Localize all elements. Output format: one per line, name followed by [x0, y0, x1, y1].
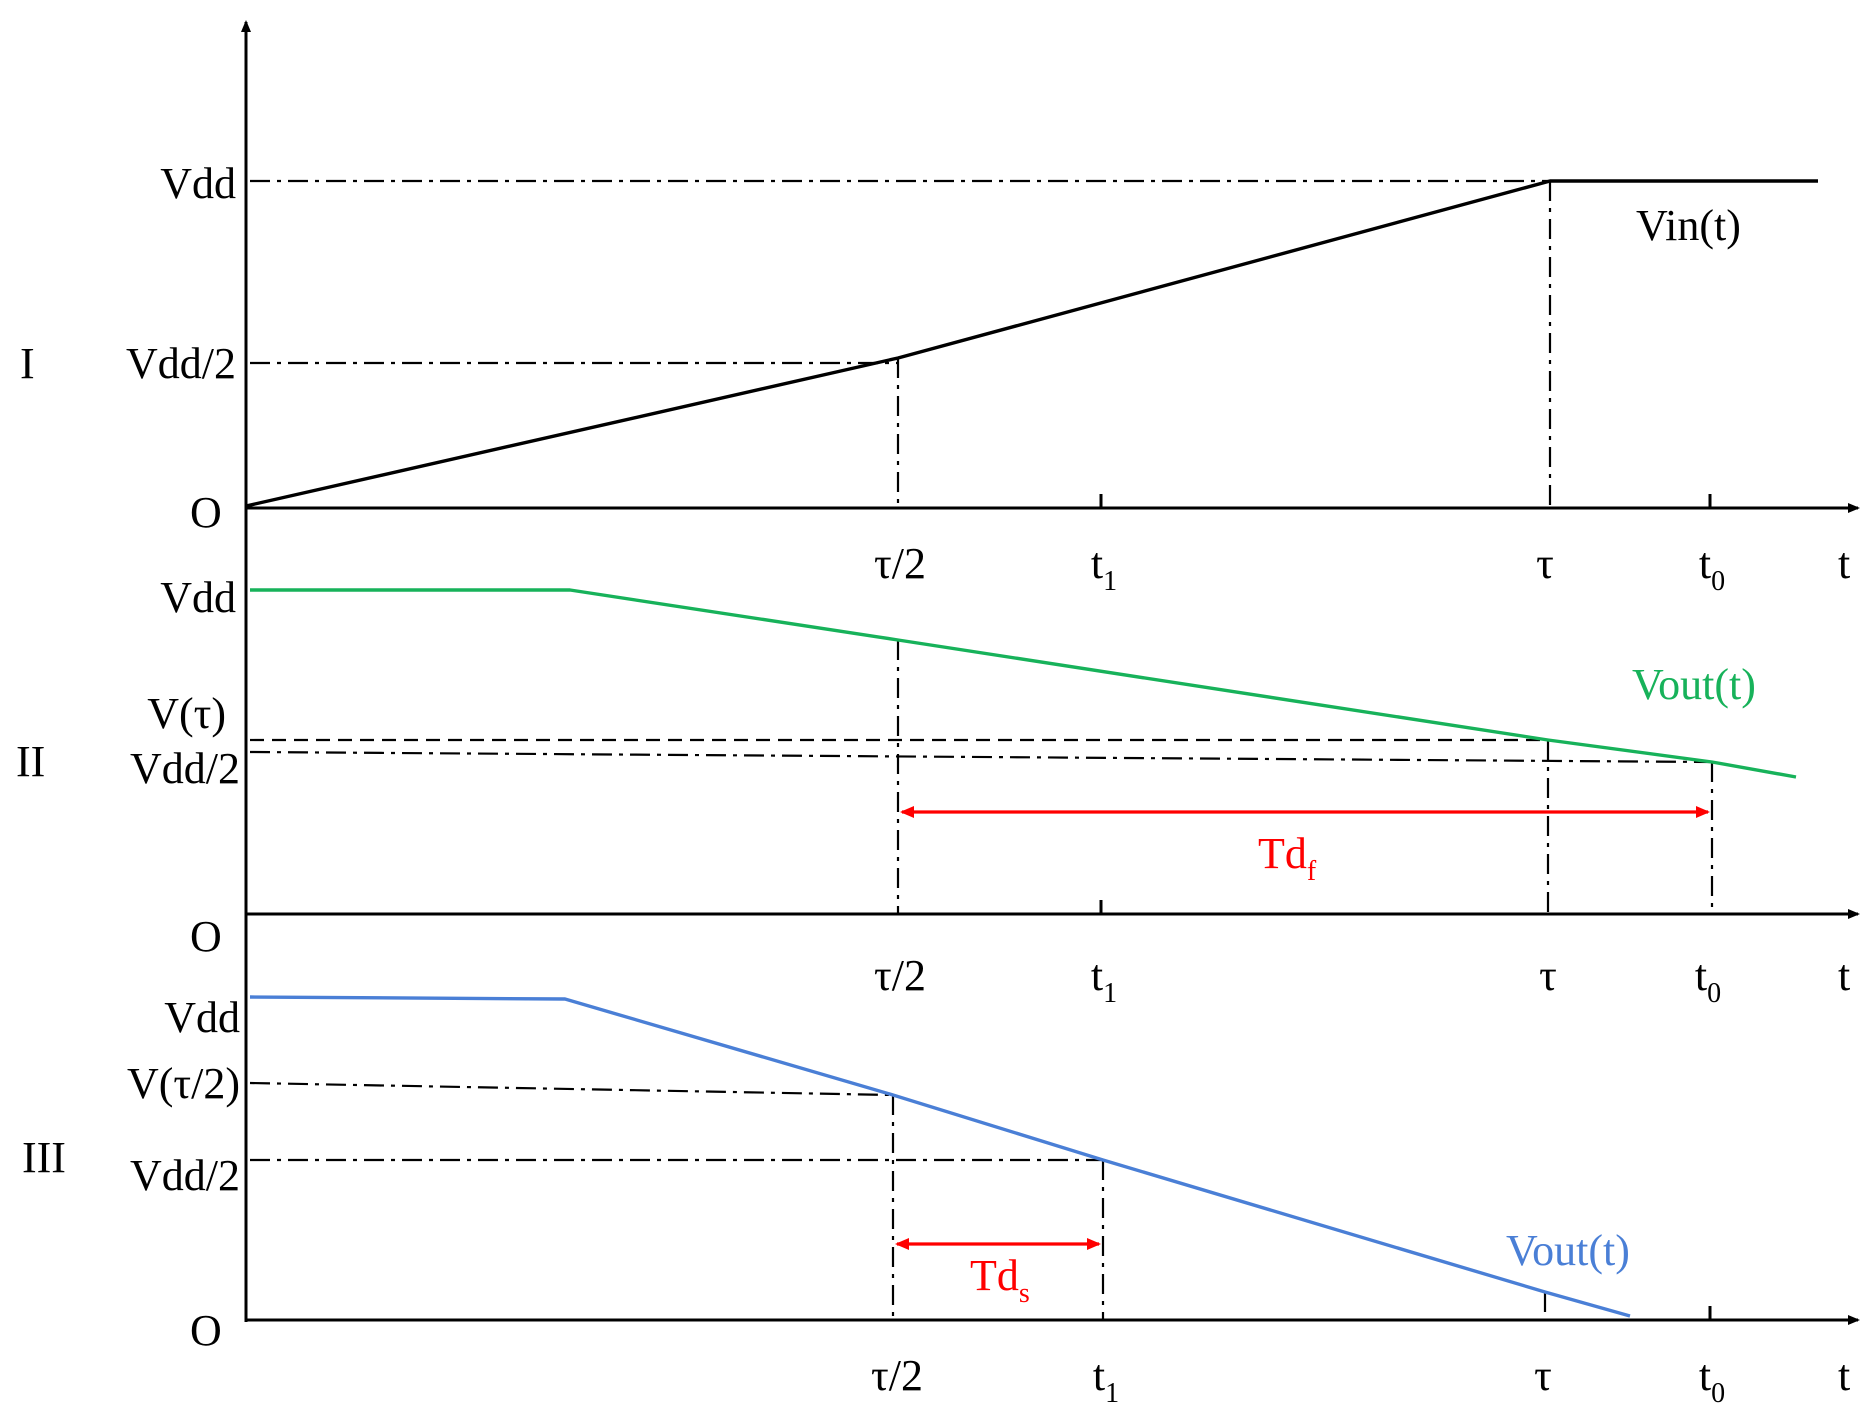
- v-tau-half-guide: [249, 1081, 894, 1097]
- vin-curve: [245, 179, 1818, 508]
- y-label-vdd-half: Vdd/2: [130, 1151, 240, 1200]
- curve-label: Vout(t): [1632, 660, 1756, 709]
- y-label-vdd: Vdd: [160, 573, 236, 622]
- y-label-vdd-half: Vdd/2: [130, 744, 240, 793]
- panel-2: Tdf II Vdd V(τ) Vdd/2 O Vout(t) τ/2 t1 τ…: [16, 573, 1860, 1009]
- vout-fast-curve: [250, 588, 1797, 779]
- curve-label: Vout(t): [1506, 1226, 1630, 1275]
- y-label-v-tau-half: V(τ/2): [127, 1059, 240, 1108]
- t-label-tau: τ: [1534, 1351, 1552, 1400]
- panel-roman: III: [22, 1133, 66, 1182]
- y-label-v-tau: V(τ): [147, 689, 226, 738]
- delay-label: Tds: [970, 1251, 1030, 1309]
- vout-slow-curve: [249, 995, 1631, 1318]
- delay-label: Tdf: [1258, 829, 1317, 887]
- panel-3: Tds III Vdd V(τ/2) Vdd/2 O Vout(t) τ/2 t…: [22, 993, 1860, 1409]
- t-label-t: t: [1838, 951, 1850, 1000]
- y-label-origin: O: [190, 488, 222, 537]
- t-label-tau-half: τ/2: [874, 951, 926, 1000]
- y-label-vdd-half: Vdd/2: [126, 339, 236, 388]
- t-label-tau-half: τ/2: [871, 1351, 923, 1400]
- y-label-vdd: Vdd: [164, 993, 240, 1042]
- t-label-t: t: [1838, 1351, 1850, 1400]
- t-label-tau: τ: [1539, 951, 1557, 1000]
- t-label-t1: t1: [1093, 1351, 1119, 1409]
- t-label-t: t: [1838, 539, 1850, 588]
- t-label-t0: t0: [1699, 539, 1725, 597]
- panel-roman: I: [20, 339, 35, 388]
- t-label-t0: t0: [1699, 1351, 1725, 1409]
- half-guide: [249, 750, 1713, 764]
- t-label-t0: t0: [1695, 951, 1721, 1009]
- t-label-t1: t1: [1091, 951, 1117, 1009]
- y-label-origin: O: [190, 912, 222, 961]
- panel-roman: II: [16, 737, 45, 786]
- t-label-tau: τ: [1536, 539, 1554, 588]
- y-label-vdd: Vdd: [160, 159, 236, 208]
- t-label-t1: t1: [1091, 539, 1117, 597]
- panel-1: I Vdd Vdd/2 O Vin(t) τ/2 t1 τ t0 t: [20, 159, 1860, 597]
- y-label-origin: O: [190, 1306, 222, 1355]
- curve-label: Vin(t): [1636, 201, 1741, 250]
- t-label-tau-half: τ/2: [874, 539, 926, 588]
